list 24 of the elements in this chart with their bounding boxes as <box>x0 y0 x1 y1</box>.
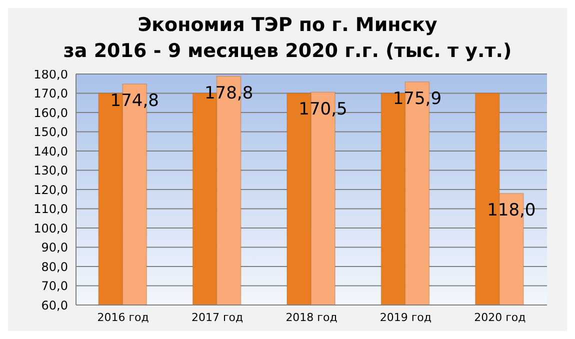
y-tick-label: 110,0 <box>34 202 68 216</box>
y-tick-label: 70,0 <box>41 279 68 294</box>
y-tick-label: 90,0 <box>41 240 68 255</box>
chart-subtitle: за 2016 - 9 месяцев 2020 г.г. (тыс. т у.т.) <box>62 39 513 64</box>
y-tick-label: 140,0 <box>34 144 68 158</box>
y-tick-label: 170,0 <box>34 86 68 101</box>
y-tick-label: 100,0 <box>34 221 68 236</box>
y-tick-label: 60,0 <box>41 298 68 312</box>
x-tick-label: 2018 год <box>286 310 338 324</box>
data-label: 174,8 <box>110 91 159 112</box>
y-tick-label: 80,0 <box>41 260 68 274</box>
data-label: 178,8 <box>204 83 254 104</box>
y-tick-label: 130,0 <box>34 164 68 178</box>
x-tick-label: 2017 год <box>191 310 244 324</box>
x-tick-label: 2016 год <box>97 310 150 324</box>
chart-title: Экономия ТЭР по г. Минску <box>136 13 438 38</box>
data-label: 170,5 <box>298 99 348 120</box>
y-tick-label: 120,0 <box>34 182 68 197</box>
y-tick-label: 150,0 <box>34 125 68 140</box>
x-tick-label: 2020 год <box>474 310 526 324</box>
x-tick-label: 2019 год <box>380 310 432 324</box>
y-tick-label: 160,0 <box>34 106 68 120</box>
data-label: 175,9 <box>392 88 442 109</box>
data-label: 118,0 <box>487 200 536 220</box>
